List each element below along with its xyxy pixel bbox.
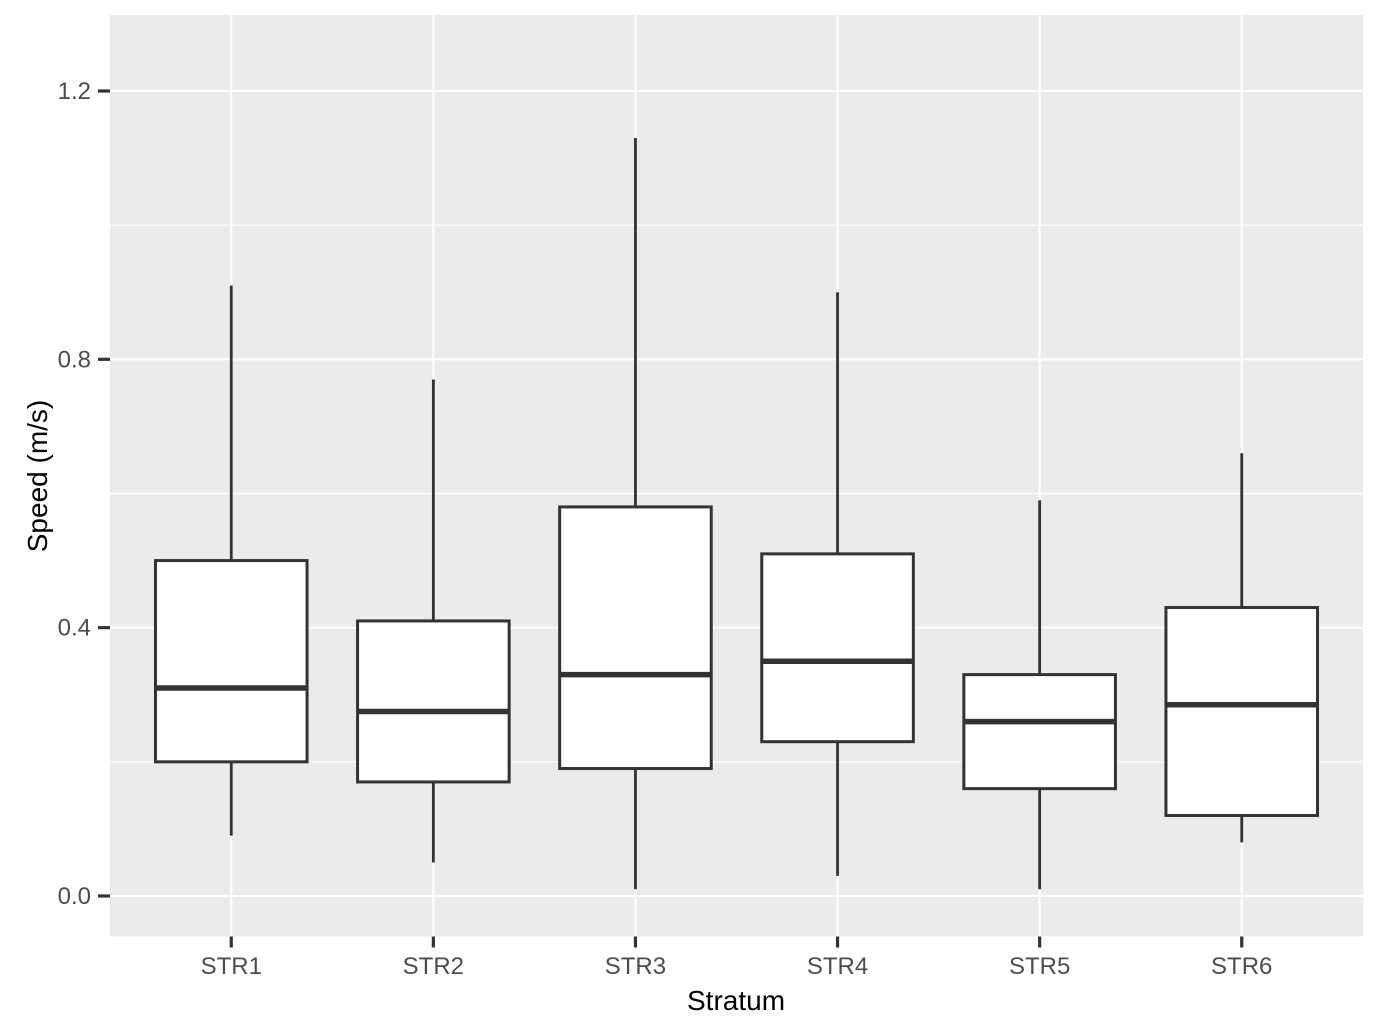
x-axis-title: Stratum — [686, 985, 786, 1016]
iqr-box — [760, 552, 915, 744]
iqr-box — [1164, 606, 1320, 817]
y-tick-label: 0.4 — [58, 615, 91, 642]
x-tick-label: STR2 — [403, 953, 464, 980]
x-tick-label: STR6 — [1211, 953, 1272, 980]
x-tick-label: STR5 — [1009, 953, 1070, 980]
y-tick-label: 1.2 — [58, 78, 91, 105]
y-axis-title: Speed (m/s) — [22, 399, 53, 553]
x-tick-label: STR1 — [201, 953, 262, 980]
x-tick-label: STR3 — [605, 953, 666, 980]
iqr-box — [962, 673, 1117, 791]
iqr-box — [153, 559, 309, 764]
y-tick-label: 0.8 — [58, 346, 91, 373]
x-tick-label: STR4 — [807, 953, 868, 980]
plot-panel — [110, 15, 1363, 937]
iqr-box — [356, 619, 511, 784]
iqr-box — [558, 505, 713, 771]
y-tick-label: 0.0 — [58, 883, 91, 910]
